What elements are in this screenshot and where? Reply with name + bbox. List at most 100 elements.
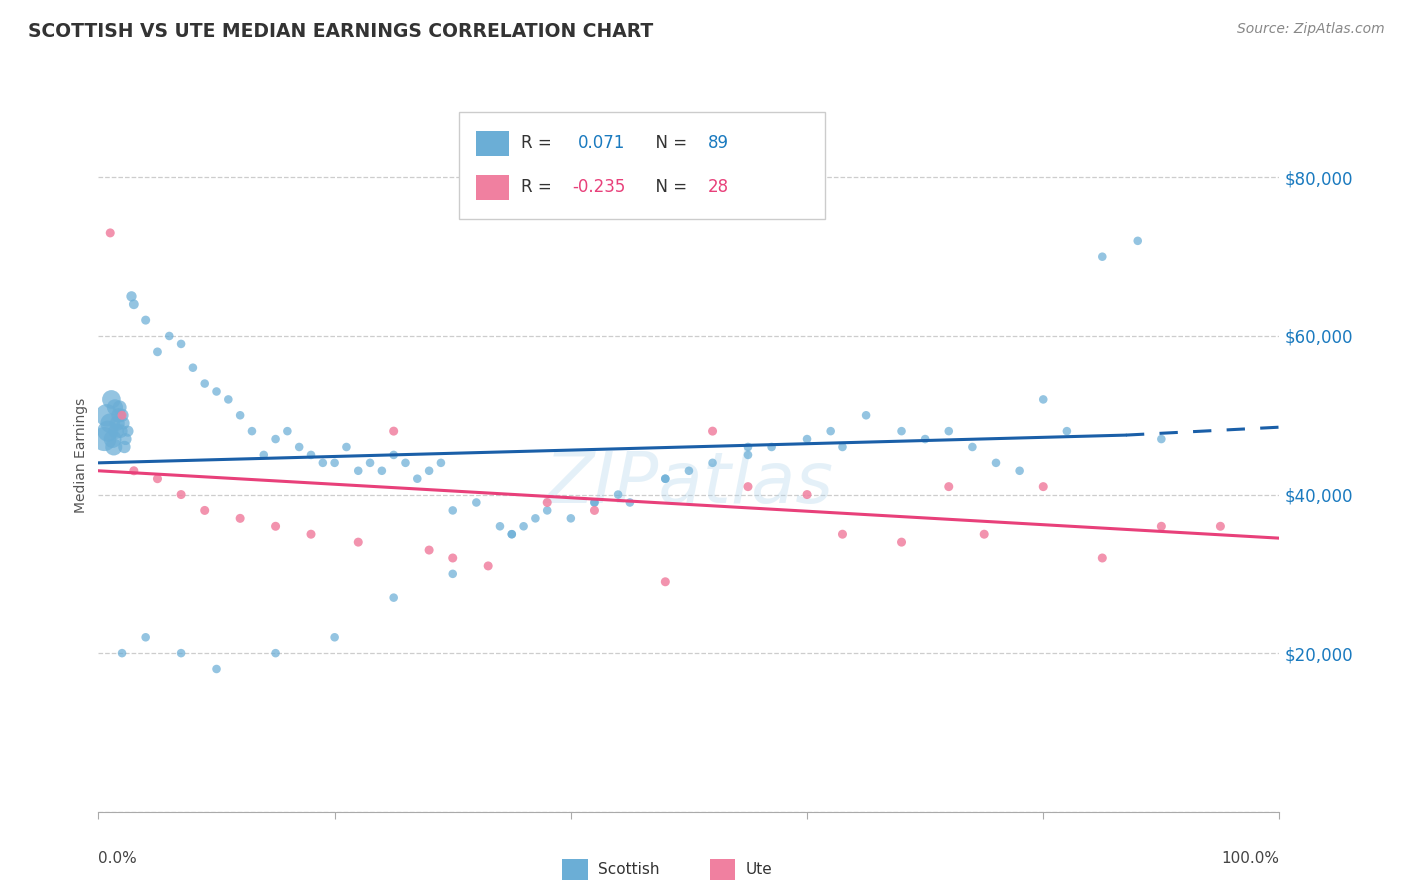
Point	[288, 440, 311, 454]
Point	[112, 440, 135, 454]
Point	[135, 313, 157, 327]
Point	[240, 424, 263, 438]
FancyBboxPatch shape	[458, 112, 825, 219]
Point	[170, 337, 193, 351]
Point	[312, 456, 335, 470]
Text: Source: ZipAtlas.com: Source: ZipAtlas.com	[1237, 22, 1385, 37]
Text: R =: R =	[522, 178, 557, 196]
Point	[702, 424, 724, 438]
Point	[205, 384, 228, 399]
Point	[984, 456, 1007, 470]
Point	[111, 646, 134, 660]
Point	[299, 527, 322, 541]
Point	[170, 487, 193, 501]
Point	[347, 535, 370, 549]
Point	[111, 409, 134, 423]
Point	[430, 456, 453, 470]
Point	[890, 424, 912, 438]
Point	[1209, 519, 1232, 533]
Point	[560, 511, 582, 525]
Point	[170, 646, 193, 660]
Point	[135, 630, 157, 644]
Point	[512, 519, 534, 533]
Point	[820, 424, 842, 438]
Point	[104, 401, 127, 415]
Point	[93, 432, 115, 446]
Point	[1150, 519, 1173, 533]
Point	[855, 409, 877, 423]
Point	[536, 503, 558, 517]
Point	[264, 432, 287, 446]
Point	[583, 495, 606, 509]
Point	[114, 432, 136, 446]
Point	[194, 503, 217, 517]
Point	[111, 409, 134, 423]
Point	[108, 401, 131, 415]
Point	[105, 416, 128, 430]
Point	[194, 376, 217, 391]
Point	[107, 409, 129, 423]
Point	[524, 511, 547, 525]
Text: SCOTTISH VS UTE MEDIAN EARNINGS CORRELATION CHART: SCOTTISH VS UTE MEDIAN EARNINGS CORRELAT…	[28, 22, 654, 41]
Text: Scottish: Scottish	[598, 863, 659, 877]
Point	[100, 392, 122, 407]
Point	[583, 495, 606, 509]
Point	[101, 432, 124, 446]
Point	[418, 464, 440, 478]
Point	[122, 297, 145, 311]
Point	[796, 432, 818, 446]
Point	[737, 448, 759, 462]
Point	[1091, 250, 1114, 264]
Point	[501, 527, 523, 541]
Point	[890, 535, 912, 549]
Point	[796, 487, 818, 501]
Point	[157, 329, 180, 343]
FancyBboxPatch shape	[477, 130, 509, 155]
Point	[382, 424, 405, 438]
Point	[335, 440, 357, 454]
Point	[96, 409, 118, 423]
Point	[112, 416, 135, 430]
Point	[103, 440, 125, 454]
Point	[122, 464, 145, 478]
Point	[98, 226, 121, 240]
Point	[205, 662, 228, 676]
Point	[654, 574, 676, 589]
Y-axis label: Median Earnings: Median Earnings	[75, 397, 89, 513]
Text: 0.071: 0.071	[578, 134, 626, 152]
Point	[737, 480, 759, 494]
Point	[489, 519, 512, 533]
Point	[441, 566, 464, 581]
Point	[146, 344, 169, 359]
Text: R =: R =	[522, 134, 562, 152]
Point	[441, 503, 464, 517]
Point	[501, 527, 523, 541]
Point	[761, 440, 783, 454]
Point	[323, 456, 346, 470]
Point	[406, 472, 429, 486]
Point	[1008, 464, 1031, 478]
Point	[607, 487, 630, 501]
Point	[654, 472, 676, 486]
Point	[371, 464, 394, 478]
Point	[1056, 424, 1078, 438]
Point	[619, 495, 641, 509]
Text: ZIPatlas: ZIPatlas	[544, 449, 834, 518]
Point	[418, 543, 440, 558]
FancyBboxPatch shape	[477, 175, 509, 200]
Point	[382, 448, 405, 462]
Text: 100.0%: 100.0%	[1222, 851, 1279, 866]
Point	[105, 424, 128, 438]
Point	[1032, 392, 1054, 407]
Point	[264, 519, 287, 533]
Point	[831, 527, 853, 541]
Point	[536, 495, 558, 509]
Point	[1091, 551, 1114, 566]
Point	[1150, 432, 1173, 446]
Point	[217, 392, 239, 407]
Point	[831, 440, 853, 454]
Point	[477, 558, 499, 573]
Point	[181, 360, 204, 375]
Point	[914, 432, 936, 446]
Point	[276, 424, 298, 438]
